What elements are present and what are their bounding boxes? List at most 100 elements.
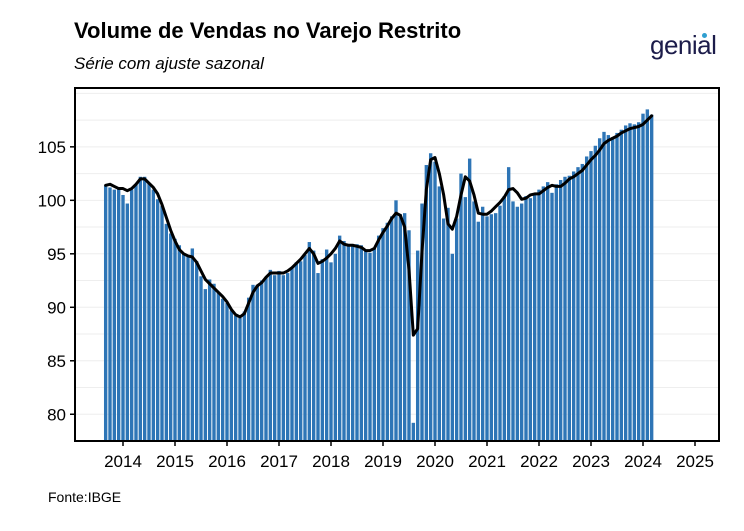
bar [164,223,169,441]
bar [350,246,355,441]
logo-dot-icon [702,33,707,38]
bar [251,284,255,441]
bar [541,186,546,441]
bar [641,113,645,442]
x-axis: 2014 2015 2016 2017 2018 2019 2020 2021 2022 2023… [104,441,714,471]
bar [264,277,268,441]
bar [433,161,437,441]
bar [177,245,182,441]
bar [372,248,377,441]
bar [324,249,329,441]
bar [571,171,576,441]
y-tick-label: 90 [47,298,66,317]
bar [554,184,559,441]
bar [567,175,572,441]
y-tick-label: 85 [47,352,66,371]
bar [186,254,190,441]
bar [246,297,251,441]
bar [537,189,541,441]
bar [290,267,294,441]
bar [112,189,117,441]
bar [584,156,589,441]
y-axis: 80 85 90 95 100 105 [38,138,75,424]
y-tick-label: 80 [47,405,66,424]
bar [190,248,195,441]
bar [528,198,533,441]
bar [493,213,498,441]
bar [272,275,277,441]
bar [632,124,637,442]
x-tick-label: 2018 [312,452,350,471]
bar [463,197,468,441]
bar [615,132,619,441]
bar [125,203,130,441]
x-tick-label: 2016 [208,452,246,471]
bar [147,183,151,441]
bar [580,163,585,441]
bar [173,238,177,441]
bar [281,275,286,441]
bar [207,279,212,441]
bar [389,216,394,441]
bar [168,233,173,441]
bar [359,245,364,441]
bar [142,176,147,441]
bar [337,235,342,441]
bar [402,213,407,441]
bar [502,196,507,441]
bar [108,187,112,441]
bar [563,176,567,441]
bar [515,206,520,441]
bar [316,273,320,441]
bar [428,153,433,441]
bar [333,253,338,441]
bar [151,189,156,441]
bar [476,221,481,441]
bar [329,262,333,441]
bar [524,196,528,441]
bar [628,123,632,442]
x-tick-label: 2014 [104,452,142,471]
bar [242,311,247,441]
bar [550,192,554,441]
y-tick-label: 105 [38,138,66,157]
bar [194,261,199,441]
bar [467,158,472,441]
bar [649,114,654,442]
bar [450,253,455,441]
bar [294,262,299,441]
bar [238,317,242,441]
bar [116,188,121,441]
bar [298,261,303,441]
bar [277,270,281,441]
bar [199,276,203,441]
x-tick-label: 2024 [624,452,662,471]
bar [415,250,420,441]
bar [307,242,312,441]
bar [220,298,225,441]
bar [532,194,537,441]
x-tick-label: 2023 [572,452,610,471]
bar [121,194,125,441]
bar [259,280,264,441]
bar [129,189,134,441]
bar [342,240,346,441]
bar [472,201,476,441]
bar [203,289,208,441]
bar [606,135,611,441]
bar [437,186,442,441]
x-tick-label: 2020 [416,452,454,471]
bar [385,222,390,441]
bar [420,203,424,441]
x-tick-label: 2025 [676,452,714,471]
bar [545,182,550,441]
bar [346,246,351,441]
bar [368,252,372,441]
bar [155,199,160,441]
bar [593,145,598,441]
bar [459,173,463,441]
chart-title: Volume de Vendas no Varejo Restrito [74,18,462,43]
bar [376,235,381,441]
bar [589,151,593,442]
bar [355,244,359,441]
